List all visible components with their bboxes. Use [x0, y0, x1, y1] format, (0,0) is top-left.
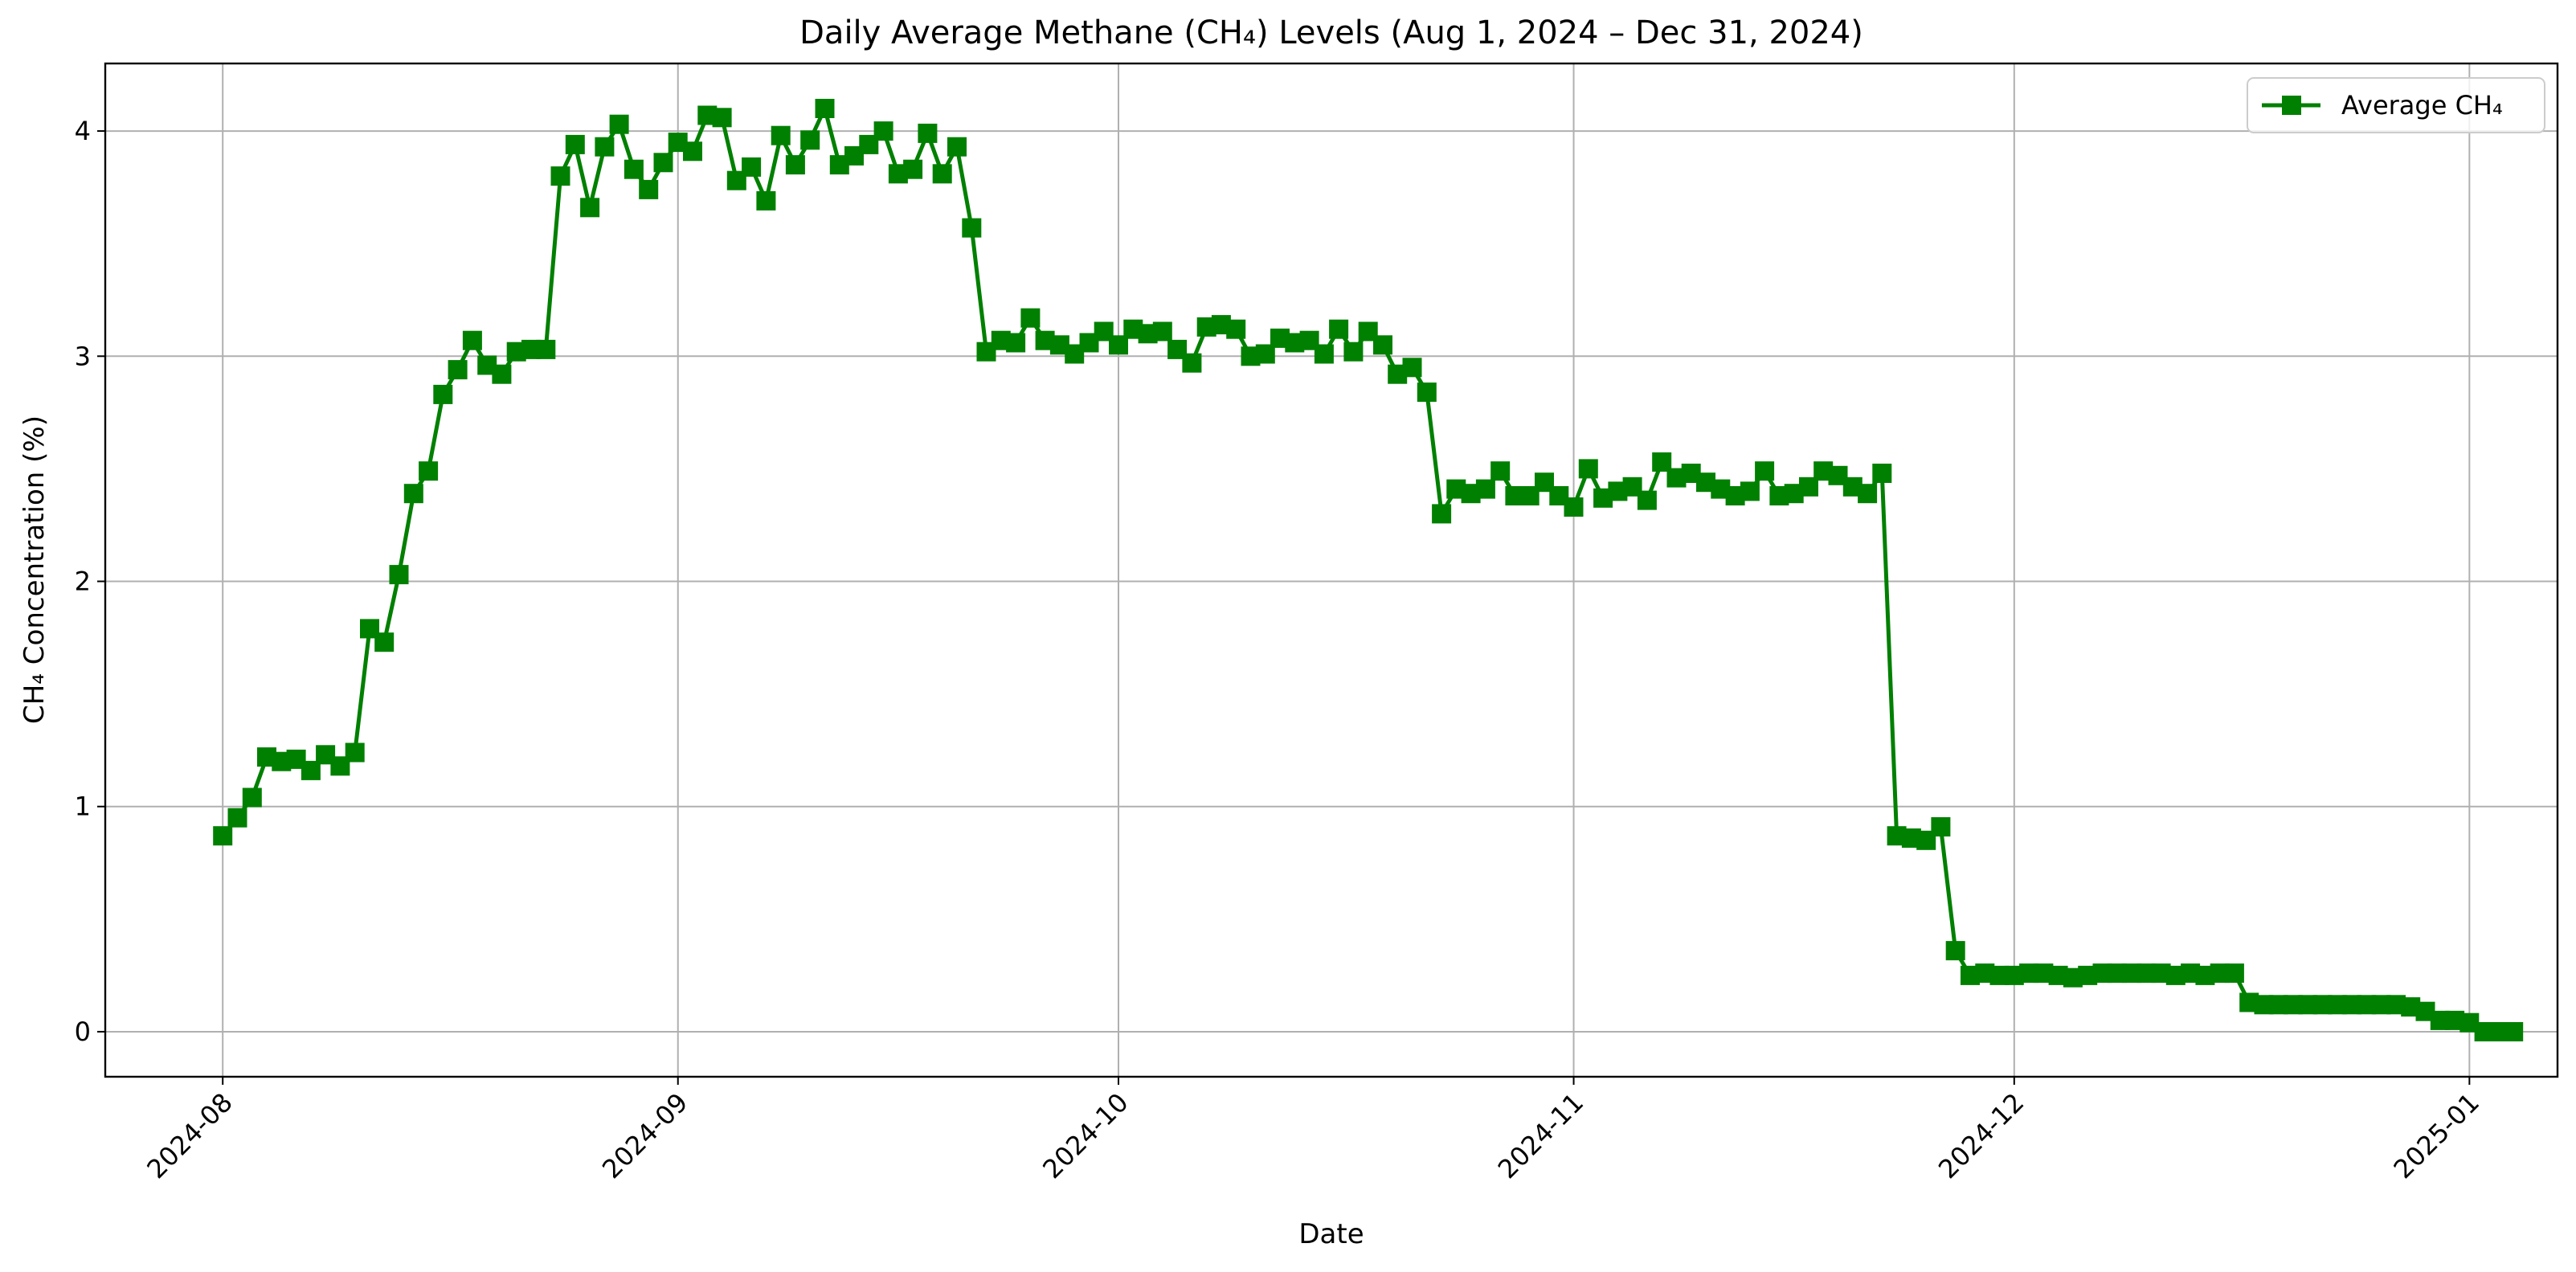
- data-point: [1226, 319, 1246, 339]
- data-point: [771, 125, 791, 145]
- data-point: [492, 364, 512, 384]
- data-point: [448, 360, 468, 380]
- data-point: [756, 190, 776, 211]
- legend: Average CH₄: [2247, 77, 2545, 133]
- data-point: [1417, 382, 1437, 403]
- y-tick-label: 0: [75, 1016, 91, 1047]
- data-point: [1006, 333, 1026, 353]
- data-point: [947, 137, 967, 157]
- data-point: [1578, 459, 1598, 479]
- data-point: [242, 787, 262, 808]
- data-point: [1020, 308, 1041, 328]
- data-point: [1343, 342, 1364, 362]
- data-point: [873, 121, 893, 141]
- data-point: [815, 99, 835, 118]
- data-point: [609, 114, 629, 134]
- data-point: [403, 484, 423, 504]
- data-point: [712, 108, 732, 128]
- data-point: [918, 123, 938, 143]
- legend-label: Average CH₄: [2341, 90, 2503, 121]
- data-point: [1637, 490, 1657, 510]
- data-point: [1931, 817, 1951, 836]
- data-point: [595, 137, 615, 157]
- data-point: [1872, 464, 1892, 483]
- y-axis-ticks: 0 1 2 3 4: [75, 116, 105, 1047]
- data-point: [1490, 461, 1511, 481]
- data-point: [227, 808, 247, 828]
- data-point: [653, 153, 673, 173]
- legend-marker-swatch: [2282, 96, 2301, 115]
- x-axis-label: Date: [1298, 1218, 1364, 1250]
- data-point: [1373, 335, 1392, 355]
- data-point: [1314, 344, 1334, 364]
- data-point: [1945, 941, 1965, 961]
- data-point: [565, 134, 585, 154]
- legend-box: [2247, 77, 2545, 133]
- data-point: [345, 742, 365, 763]
- data-point: [932, 164, 952, 184]
- data-point: [2504, 1022, 2524, 1041]
- data-point: [419, 461, 439, 481]
- data-point: [800, 130, 820, 150]
- data-point: [683, 141, 702, 162]
- data-point: [624, 159, 644, 179]
- data-point: [462, 330, 482, 350]
- y-tick-label: 1: [75, 791, 91, 822]
- y-tick-label: 4: [75, 116, 91, 146]
- data-point: [1432, 504, 1452, 524]
- data-point: [213, 826, 233, 846]
- data-point: [2224, 963, 2244, 984]
- data-point: [903, 159, 923, 179]
- data-point: [1740, 481, 1760, 501]
- data-point: [639, 179, 659, 199]
- data-point: [580, 198, 600, 218]
- data-point: [389, 565, 409, 585]
- data-point: [742, 157, 762, 177]
- chart-title: Daily Average Methane (CH₄) Levels (Aug …: [799, 14, 1863, 51]
- series-layer: [213, 99, 2524, 1041]
- data-point: [374, 632, 395, 652]
- y-tick-label: 2: [75, 566, 91, 597]
- plot-frame: [104, 62, 2559, 1078]
- y-axis-label: CH₄ Concentration (%): [18, 415, 51, 724]
- data-point: [1858, 484, 1878, 504]
- data-point: [433, 384, 453, 404]
- data-point: [1329, 319, 1349, 339]
- data-point: [536, 339, 556, 359]
- data-point: [962, 218, 982, 238]
- data-point: [1755, 461, 1775, 481]
- data-point: [1564, 497, 1584, 517]
- data-point: [1182, 353, 1202, 373]
- data-point: [550, 166, 570, 186]
- y-tick-label: 3: [75, 341, 91, 371]
- data-point: [1152, 321, 1172, 342]
- data-point: [785, 155, 805, 175]
- data-point: [1475, 479, 1495, 499]
- data-point: [1402, 358, 1422, 378]
